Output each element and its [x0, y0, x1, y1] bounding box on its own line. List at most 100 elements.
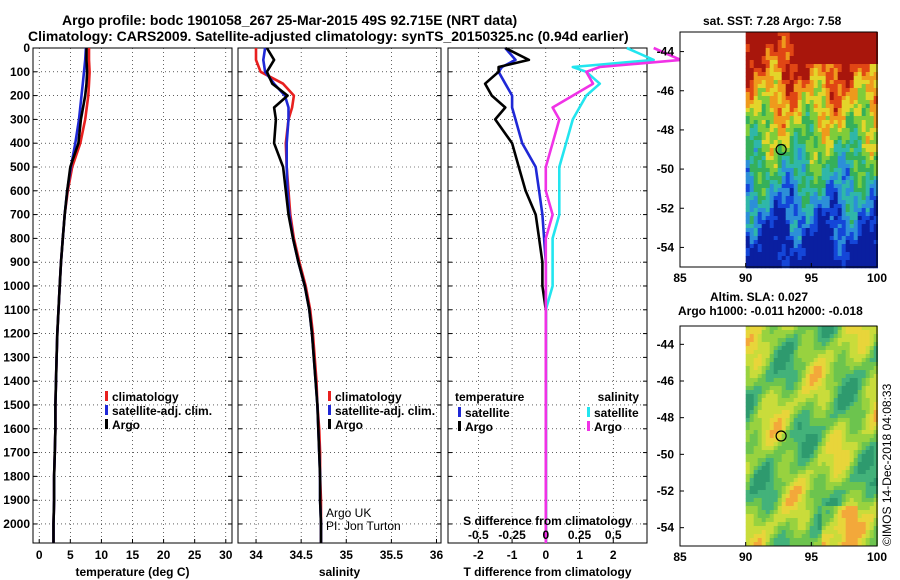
map-cell — [773, 370, 778, 375]
map-cell — [781, 474, 786, 479]
map-cell — [761, 378, 766, 383]
map-cell — [861, 160, 866, 165]
map-cell — [745, 40, 750, 45]
map-cell — [869, 426, 874, 431]
map-cell — [865, 164, 870, 169]
map-cell — [793, 486, 798, 491]
map-cell — [773, 522, 778, 527]
map-cell — [781, 68, 786, 73]
map-cell — [757, 84, 762, 89]
map-cell — [837, 208, 842, 213]
map-cell — [829, 462, 834, 467]
map-cell — [757, 52, 762, 57]
map-cell — [797, 398, 802, 403]
map-cell — [837, 394, 842, 399]
map-cell — [757, 346, 762, 351]
map-cell — [761, 172, 766, 177]
map-cell — [789, 252, 794, 257]
map-cell — [829, 454, 834, 459]
map-cell — [825, 522, 830, 527]
map-cell — [757, 240, 762, 245]
map-cell — [841, 156, 846, 161]
map-cell — [833, 244, 838, 249]
map-cell — [873, 518, 878, 523]
map-cell — [817, 438, 822, 443]
map-cell — [837, 386, 842, 391]
map-cell — [857, 104, 862, 109]
map-cell — [813, 390, 818, 395]
map-cell — [765, 156, 770, 161]
map-cell — [781, 470, 786, 475]
map-cell — [853, 212, 858, 217]
map-cell — [849, 482, 854, 487]
map-cell — [857, 490, 862, 495]
map-cell — [777, 326, 782, 331]
map-cell — [773, 398, 778, 403]
map-cell — [785, 326, 790, 331]
map-cell — [869, 446, 874, 451]
map-cell — [773, 418, 778, 423]
map-cell — [781, 450, 786, 455]
map-cell — [785, 180, 790, 185]
map-cell — [769, 224, 774, 229]
map-cell — [749, 36, 754, 41]
map-cell — [805, 418, 810, 423]
map-cell — [865, 204, 870, 209]
map-cell — [825, 240, 830, 245]
map-cell — [761, 80, 766, 85]
map-cell — [757, 256, 762, 261]
map-cell — [837, 422, 842, 427]
map-cell — [865, 264, 870, 269]
map-cell — [769, 346, 774, 351]
map-cell — [785, 168, 790, 173]
map-cell — [845, 342, 850, 347]
map-cell — [797, 534, 802, 539]
map-cell — [817, 370, 822, 375]
map-cell — [853, 232, 858, 237]
map-cell — [829, 260, 834, 265]
map-cell — [773, 454, 778, 459]
map-cell — [857, 438, 862, 443]
map-cell — [865, 438, 870, 443]
y-tick-label: 1200 — [3, 327, 30, 341]
map-cell — [853, 252, 858, 257]
map-cell — [749, 466, 754, 471]
map-cell — [773, 92, 778, 97]
map-cell — [817, 84, 822, 89]
map-cell — [861, 406, 866, 411]
map-cell — [849, 176, 854, 181]
map-cell — [749, 48, 754, 53]
map-cell — [789, 104, 794, 109]
map-cell — [745, 44, 750, 49]
map-cell — [833, 394, 838, 399]
map-cell — [873, 52, 878, 57]
map-cell — [785, 52, 790, 57]
map-cell — [841, 386, 846, 391]
map-cell — [793, 482, 798, 487]
map-cell — [849, 338, 854, 343]
map-cell — [777, 510, 782, 515]
map-cell — [785, 442, 790, 447]
map-cell — [761, 76, 766, 81]
map-cell — [805, 160, 810, 165]
x-tick-label-top: -0.25 — [498, 528, 526, 542]
map-cell — [757, 132, 762, 137]
map-cell — [857, 132, 862, 137]
map-cell — [809, 196, 814, 201]
map-cell — [813, 188, 818, 193]
map-cell — [841, 76, 846, 81]
map-cell — [789, 136, 794, 141]
map-cell — [865, 96, 870, 101]
map-cell — [845, 370, 850, 375]
map-cell — [853, 80, 858, 85]
map-cell — [857, 402, 862, 407]
map-cell — [809, 406, 814, 411]
map-cell — [757, 498, 762, 503]
map-cell — [761, 386, 766, 391]
map-cell — [769, 232, 774, 237]
map-cell — [853, 430, 858, 435]
map-cell — [765, 538, 770, 543]
map-cell — [745, 446, 750, 451]
map-cell — [781, 406, 786, 411]
map-cell — [753, 398, 758, 403]
